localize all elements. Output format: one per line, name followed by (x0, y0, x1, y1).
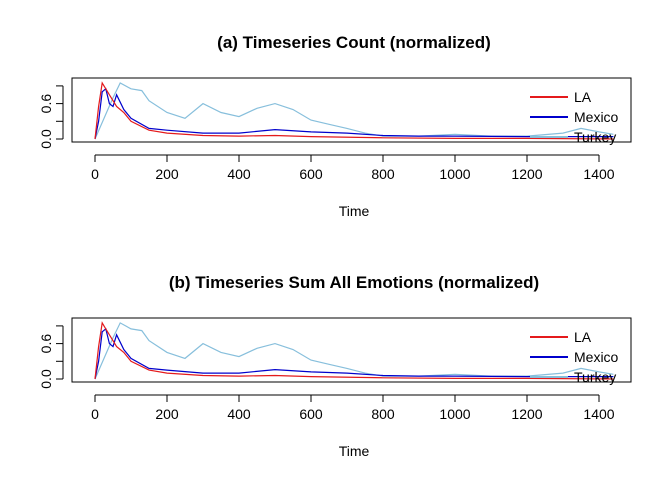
x-axis-label: Time (339, 443, 370, 459)
series-line-mexico (94, 327, 614, 380)
panel-a: (a) Timeseries Count (normalized) 0 200 40… (38, 33, 632, 219)
plot-frame (71, 317, 632, 383)
chart-title: (a) Timeseries Count (normalized) (217, 33, 491, 52)
x-tick-label: 200 (155, 166, 179, 182)
legend: LA Mexico Turkey (530, 89, 619, 145)
x-tick-label: 200 (155, 406, 179, 422)
series-line-la (94, 321, 614, 380)
legend: LA Mexico Turkey (530, 329, 619, 385)
y-tick-label: 0.0 (38, 369, 54, 389)
x-tick-label: 800 (371, 166, 395, 182)
series-layer (94, 81, 614, 140)
y-axis: 0.0 0.6 (38, 85, 64, 149)
x-axis: 0 200 400 600 800 1000 1200 1400 (91, 394, 615, 422)
legend-label-mexico: Mexico (574, 349, 619, 365)
x-tick-label: 1000 (439, 406, 470, 422)
x-axis: 0 200 400 600 800 1000 1200 1400 (91, 154, 615, 182)
x-tick-label: 600 (299, 166, 323, 182)
legend-label-turkey: Turkey (574, 369, 616, 385)
x-tick-label: 800 (371, 406, 395, 422)
x-tick-label: 1400 (583, 406, 614, 422)
legend-label-turkey: Turkey (574, 129, 616, 145)
x-tick-label: 0 (91, 406, 99, 422)
x-tick-label: 600 (299, 406, 323, 422)
chart-title: (b) Timeseries Sum All Emotions (normali… (169, 273, 539, 292)
x-tick-label: 1400 (583, 166, 614, 182)
y-tick-label: 0.6 (38, 94, 54, 114)
series-line-la (94, 81, 614, 140)
y-tick-label: 0.6 (38, 334, 54, 354)
panel-b: (b) Timeseries Sum All Emotions (normali… (38, 273, 632, 459)
x-tick-label: 1200 (511, 406, 542, 422)
legend-label-la: LA (574, 329, 592, 345)
series-layer (94, 321, 614, 380)
x-tick-label: 1200 (511, 166, 542, 182)
plot-frame (71, 77, 632, 143)
x-tick-label: 400 (227, 406, 251, 422)
legend-label-mexico: Mexico (574, 109, 619, 125)
legend-label-la: LA (574, 89, 592, 105)
x-axis-label: Time (339, 203, 370, 219)
x-tick-label: 1000 (439, 166, 470, 182)
x-tick-label: 0 (91, 166, 99, 182)
y-tick-label: 0.0 (38, 129, 54, 149)
series-line-mexico (94, 87, 614, 140)
y-axis: 0.0 0.6 (38, 325, 64, 389)
x-tick-label: 400 (227, 166, 251, 182)
